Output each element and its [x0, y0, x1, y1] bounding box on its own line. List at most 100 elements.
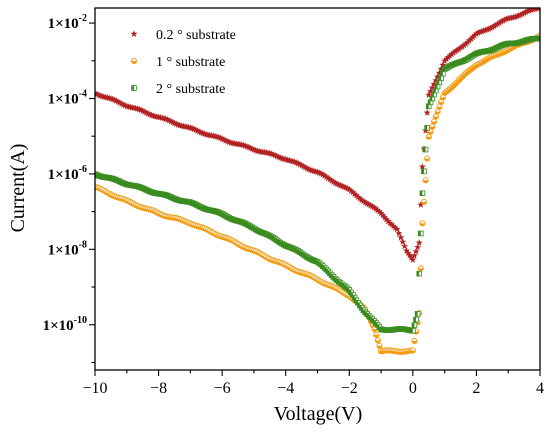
data-point-fill: [345, 286, 348, 291]
data-point-fill: [104, 175, 108, 181]
data-point-fill: [189, 200, 193, 206]
data-point-fill: [410, 328, 413, 334]
x-tick-label: −6: [214, 380, 231, 397]
data-point-fill: [175, 197, 178, 203]
data-point: [399, 238, 407, 245]
data-point-fill: [534, 36, 537, 42]
data-point-fill: [406, 327, 410, 333]
data-point-fill: [244, 221, 247, 227]
data-point: [416, 270, 423, 277]
data-point-fill: [509, 40, 512, 46]
data-point-fill: [131, 183, 134, 189]
data-point-fill: [150, 190, 154, 196]
data-point-fill: [278, 240, 281, 246]
data-point-fill: [415, 311, 418, 317]
data-point-fill: [442, 66, 445, 72]
series-2: [95, 32, 540, 355]
data-point-fill: [528, 36, 532, 42]
y-tick-label: 1×10-10: [43, 315, 87, 334]
data-point-fill: [525, 37, 528, 43]
data-point-fill: [500, 42, 503, 48]
data-point-fill: [134, 183, 138, 189]
data-point: [424, 125, 430, 131]
data-point-fill: [486, 48, 489, 54]
data-point-fill: [454, 60, 458, 66]
data-point-fill: [117, 179, 120, 184]
data-point-fill: [143, 187, 147, 193]
data-point-fill: [168, 194, 171, 200]
data-point-fill: [221, 212, 224, 218]
data-point-fill: [209, 208, 212, 213]
data-point-fill: [468, 54, 472, 60]
data-point-fill: [106, 175, 110, 181]
data-point-fill: [295, 248, 299, 254]
data-point-fill: [489, 47, 493, 53]
data-point-fill: [265, 232, 269, 238]
data-point-fill: [474, 51, 477, 56]
data-point: [428, 84, 436, 91]
data-point: [395, 229, 403, 237]
data-point-fill: [427, 131, 434, 135]
data-point: [418, 163, 426, 170]
data-point-fill: [376, 324, 380, 330]
data-point-fill: [239, 219, 242, 225]
data-point: [424, 155, 431, 162]
data-point-fill: [246, 222, 249, 228]
data-point-fill: [472, 52, 475, 57]
data-point-fill: [263, 231, 267, 237]
data-point: [430, 118, 438, 125]
data-point-fill: [110, 176, 113, 182]
data-point-fill: [315, 259, 318, 265]
data-point-fill: [405, 327, 408, 333]
data-point-fill: [493, 45, 496, 51]
data-point-fill: [408, 328, 412, 333]
data-point-fill: [216, 209, 219, 215]
data-point-fill: [438, 101, 444, 105]
data-point-fill: [126, 182, 129, 188]
data-point: [425, 91, 433, 99]
data-point-fill: [371, 318, 375, 324]
y-tick-label: 1×10-6: [48, 164, 87, 183]
data-point-fill: [391, 327, 394, 333]
data-point-fill: [198, 204, 201, 210]
data-point-fill: [225, 214, 228, 220]
data-point-fill: [300, 252, 304, 257]
data-point-fill: [488, 47, 491, 53]
data-point: [432, 113, 439, 120]
data-point-fill: [479, 49, 482, 55]
data-point-fill: [502, 41, 505, 47]
data-point-fill: [459, 58, 463, 64]
data-point-fill: [451, 61, 454, 67]
data-point-fill: [323, 267, 327, 272]
data-point-fill: [203, 206, 207, 212]
data-point-fill: [320, 263, 323, 269]
data-point-fill: [418, 268, 424, 271]
legend-marker: [130, 30, 138, 38]
data-point-fill: [466, 55, 470, 61]
data-point-fill: [217, 210, 221, 216]
data-point-fill: [172, 196, 175, 202]
data-point-fill: [187, 199, 191, 205]
data-point-fill: [426, 136, 432, 140]
data-point: [415, 239, 423, 246]
data-point-fill: [413, 317, 417, 323]
data-point-fill: [302, 253, 306, 259]
data-point-fill: [484, 48, 488, 54]
data-point-fill: [424, 158, 430, 162]
data-point: [411, 322, 418, 329]
data-point-fill: [142, 186, 145, 192]
data-point: [438, 98, 445, 106]
data-point-fill: [322, 265, 325, 271]
data-point-fill: [398, 326, 401, 332]
data-point-fill: [272, 236, 276, 242]
data-point-fill: [165, 193, 168, 198]
data-point-fill: [434, 111, 441, 115]
data-point-fill: [156, 191, 159, 197]
data-point-fill: [456, 60, 459, 65]
data-point-fill: [465, 56, 468, 62]
data-point-fill: [306, 255, 309, 261]
x-tick-label: 4: [536, 380, 544, 397]
data-point-fill: [262, 231, 265, 236]
legend-label: 0.2 ° substrate: [156, 28, 236, 43]
data-point-fill: [334, 277, 337, 283]
